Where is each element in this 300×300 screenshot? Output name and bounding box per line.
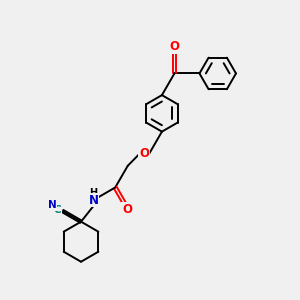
Text: O: O [139,147,149,160]
Text: N: N [47,200,56,210]
Text: C: C [53,206,61,215]
Text: O: O [169,40,179,53]
Text: N: N [88,194,98,206]
Text: O: O [122,202,132,215]
Text: H: H [89,188,98,198]
